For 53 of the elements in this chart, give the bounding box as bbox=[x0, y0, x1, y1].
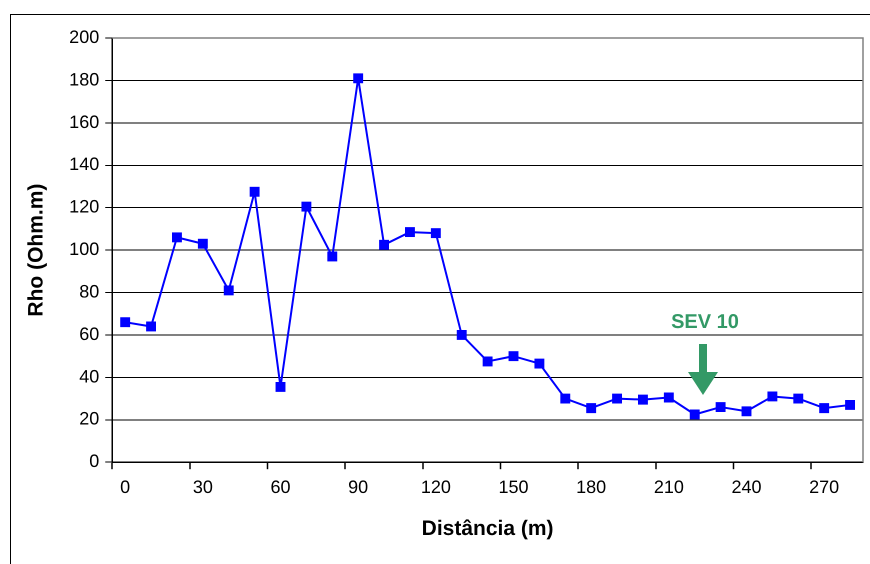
annotation: SEV 10 bbox=[670, 310, 740, 334]
point bbox=[560, 394, 570, 404]
x-axis-title: Distância (m) bbox=[422, 517, 554, 540]
point bbox=[146, 322, 156, 332]
y-tick-label: 160 bbox=[69, 112, 100, 132]
point bbox=[405, 227, 415, 238]
point bbox=[612, 394, 622, 404]
point bbox=[767, 392, 778, 402]
y-tick-label: 120 bbox=[69, 196, 100, 217]
point bbox=[819, 403, 830, 414]
y-tick-label: 60 bbox=[79, 324, 100, 344]
y-tick-label: 180 bbox=[69, 69, 100, 90]
x-tick-label: 90 bbox=[348, 476, 368, 497]
point bbox=[793, 394, 804, 404]
point bbox=[379, 240, 390, 250]
point bbox=[301, 202, 312, 212]
point bbox=[534, 358, 544, 369]
point bbox=[638, 394, 648, 405]
point bbox=[845, 400, 856, 410]
point bbox=[716, 402, 726, 412]
point bbox=[482, 356, 493, 366]
y-tick-label: 0 bbox=[89, 451, 100, 472]
y-tick-label: 40 bbox=[79, 366, 100, 386]
y-tick-label: 200 bbox=[69, 26, 100, 47]
y-tick-label: 80 bbox=[79, 281, 100, 302]
point bbox=[327, 252, 338, 262]
point bbox=[172, 232, 182, 242]
point bbox=[250, 186, 260, 197]
point bbox=[742, 406, 752, 416]
point bbox=[456, 330, 467, 340]
x-tick-label: 210 bbox=[654, 476, 684, 497]
point bbox=[508, 351, 518, 362]
x-tick-label: 240 bbox=[731, 476, 762, 497]
x-tick-label: 0 bbox=[120, 476, 130, 497]
point bbox=[276, 382, 286, 392]
point bbox=[586, 403, 596, 414]
x-tick-label: 60 bbox=[270, 476, 291, 497]
x-tick-label: 120 bbox=[420, 476, 451, 497]
point bbox=[353, 73, 364, 84]
y-tick-label: 20 bbox=[79, 408, 100, 429]
x-tick-label: 150 bbox=[498, 476, 529, 497]
y-tick-label: 100 bbox=[69, 239, 100, 260]
point bbox=[120, 317, 130, 328]
point bbox=[224, 285, 234, 296]
point bbox=[664, 392, 674, 402]
point bbox=[430, 228, 441, 238]
y-tick-label: 140 bbox=[69, 154, 100, 174]
x-tick-label: 270 bbox=[809, 476, 840, 497]
x-tick-label: 180 bbox=[576, 476, 606, 497]
x-tick-label: 30 bbox=[192, 476, 213, 497]
point bbox=[198, 238, 208, 249]
y-axis-title: Rho (Ohm.m) bbox=[24, 184, 48, 317]
point bbox=[690, 410, 700, 420]
